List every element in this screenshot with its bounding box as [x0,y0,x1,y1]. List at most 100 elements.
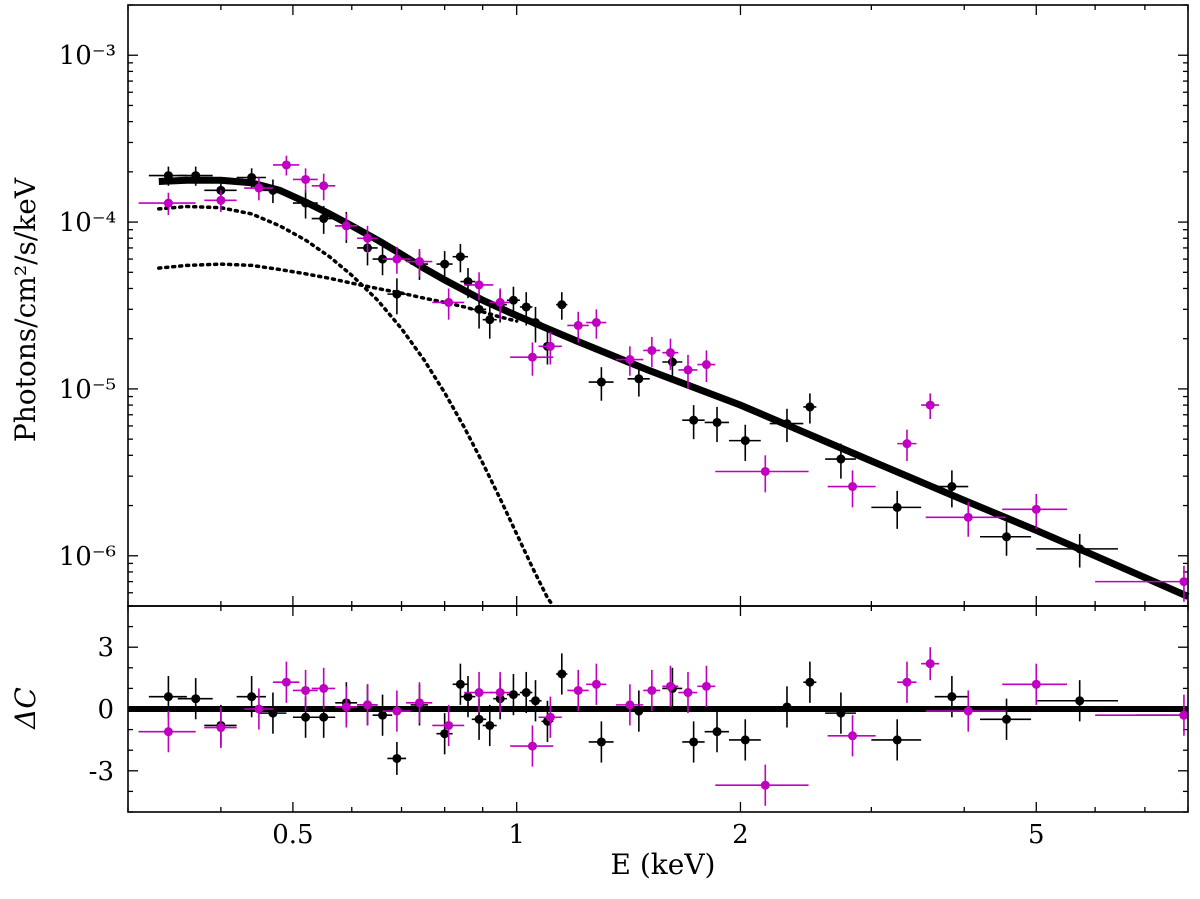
residual-point [485,720,495,730]
residual-point [1002,714,1012,724]
spectrum-point [667,357,677,367]
residual-point [444,720,454,730]
spectrum-point [247,172,257,182]
residual-point [625,700,635,710]
residual-point [281,677,291,687]
residual-point [521,688,531,698]
residual-point [301,712,311,722]
spectrum-point [902,439,912,449]
residual-point [341,702,351,712]
spectrum-point [440,259,450,269]
residual-point [805,677,815,687]
top-y-tick-label: 10⁻³ [59,41,116,71]
residual-point [902,677,912,687]
residual-point [268,708,278,718]
spectrum-point [474,280,484,290]
residual-point [848,731,858,741]
x-tick-label: 1 [508,820,525,850]
residual-point [1031,679,1041,689]
spectrum-point [760,466,770,476]
residual-point [701,681,711,691]
component-model-line [157,262,519,323]
residual-point [474,714,484,724]
spectrum-point [495,297,505,307]
spectrum-point [557,300,567,310]
spectrum-point [683,365,693,375]
residual-point [463,692,473,702]
residual-point [782,702,792,712]
residual-point [508,690,518,700]
spectrum-point [836,454,846,464]
spectrum-point [444,297,454,307]
spectrum-point [508,295,518,305]
residual-point [455,679,465,689]
spectrum-point [647,345,657,355]
residual-panel: -3 0 3 0.5 1 2 5 [89,605,1189,850]
bottom-y-tick-label: -3 [89,757,114,787]
spectrum-point [1031,504,1041,514]
bottom-y-axis-label: ΔC [9,687,42,730]
residual-point [1179,710,1189,720]
spectrum-point [530,318,540,328]
residual-point [947,692,957,702]
spectrum-point [485,315,495,325]
residual-point [440,729,450,739]
spectrum-point [947,482,957,492]
spectrum-point [341,221,351,231]
bottom-y-tick-label: 0 [97,695,114,725]
spectrum-panel: 10⁻⁶ 10⁻⁵ 10⁻⁴ 10⁻³ [59,4,1190,608]
spectrum-point [1179,577,1189,587]
residual-point [378,710,388,720]
residual-point [191,694,201,704]
x-tick-label: 0.5 [272,820,313,850]
spectrum-point [573,320,583,330]
spectrum-point [301,198,311,208]
spectrum-point [521,302,531,312]
spectrum-point [474,304,484,314]
residual-point [392,706,402,716]
spectrum-point [848,482,858,492]
spectrum-point [527,352,537,362]
spectrum-point [634,374,644,384]
spectrum-point [163,171,173,181]
residual-point [557,669,567,679]
residual-point [573,685,583,695]
residual-point [216,723,226,733]
spectrum-point [414,257,424,267]
residual-point [163,727,173,737]
spectrum-point [463,277,473,287]
residual-point [963,706,973,716]
spectrum-point [163,198,173,208]
spectrum-point [392,254,402,264]
top-y-tick-label: 10⁻⁶ [59,542,116,572]
spectrum-point [216,195,226,205]
spectrum-point [925,400,935,410]
spectrum-point [665,348,675,358]
residual-point [319,683,329,693]
spectrum-point [963,512,973,522]
residual-point [474,688,484,698]
spectrum-point [545,341,555,351]
component-model-line [157,204,556,608]
residual-point [760,780,770,790]
spectrum-point [268,185,278,195]
residual-point [545,712,555,722]
residual-point [495,688,505,698]
spectrum-point [892,502,902,512]
top-y-tick-label: 10⁻⁴ [59,208,116,238]
residual-point [647,685,657,695]
spectrum-point [1075,544,1085,554]
spectrum-point [191,171,201,181]
residual-point [740,735,750,745]
residual-point [530,696,540,706]
spectrum-point [455,252,465,262]
spectrum-point [319,181,329,191]
residual-point [925,659,935,669]
spectrum-point [281,160,291,170]
spectrum-point [782,419,792,429]
spectrum-point [701,360,711,370]
residual-point [527,741,537,751]
residual-point [712,727,722,737]
spectrum-point [712,417,722,427]
